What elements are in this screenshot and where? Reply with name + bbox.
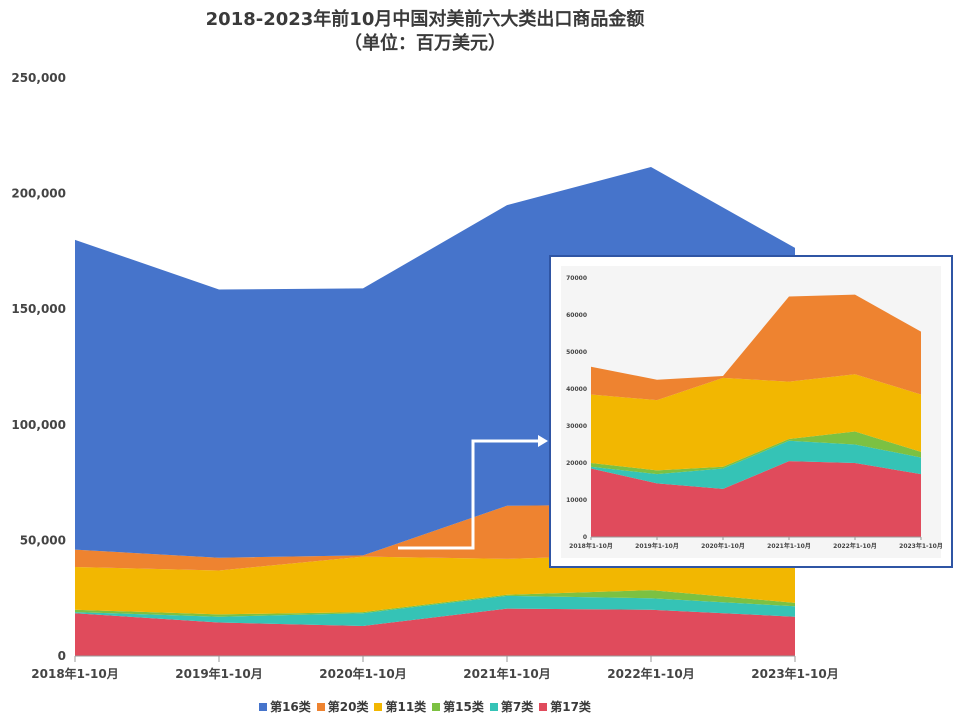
legend-label: 第7类 bbox=[500, 700, 534, 714]
inset-y-tick: 20000 bbox=[566, 460, 587, 467]
inset-y-tick: 60000 bbox=[566, 312, 587, 319]
legend-item--11-: 第11类 bbox=[374, 698, 426, 715]
main-y-tick: 100,000 bbox=[11, 418, 66, 432]
inset-x-tick: 2021年1-10月 bbox=[767, 542, 811, 550]
inset-y-tick: 50000 bbox=[566, 349, 587, 356]
legend-swatch bbox=[432, 703, 441, 711]
inset-x-tick: 2020年1-10月 bbox=[701, 542, 745, 550]
chart-title: 2018-2023年前10月中国对美前六大类出口商品金额 （单位：百万美元） bbox=[0, 8, 850, 56]
zoomed-inset-chart: 0 10000 20000 30000 40000 50000 60000 70000 2018… bbox=[549, 255, 953, 568]
legend-label: 第16类 bbox=[270, 700, 311, 714]
zoom-arrow-head bbox=[538, 435, 548, 447]
inset-y-tick: 10000 bbox=[566, 497, 587, 504]
inset-y-tick: 70000 bbox=[566, 275, 587, 282]
legend-item--15-: 第15类 bbox=[432, 698, 484, 715]
main-y-tick: 250,000 bbox=[11, 71, 66, 85]
inset-y-tick: 30000 bbox=[566, 423, 587, 430]
inset-x-tick: 2022年1-10月 bbox=[833, 542, 877, 550]
legend-item--16-: 第16类 bbox=[259, 698, 311, 715]
main-x-tick: 2021年1-10月 bbox=[463, 666, 550, 681]
inset-area-chart: 0 10000 20000 30000 40000 50000 60000 70000 2018… bbox=[561, 266, 943, 558]
chart-legend: 第16类 第20类 第11类 第15类 第7类 第17类 bbox=[0, 698, 850, 715]
main-x-tick: 2018年1-10月 bbox=[31, 666, 118, 681]
legend-label: 第11类 bbox=[385, 700, 427, 714]
main-area--15- bbox=[75, 590, 795, 617]
legend-swatch bbox=[374, 703, 383, 711]
legend-item--17-: 第17类 bbox=[539, 698, 591, 715]
main-x-tick: 2019年1-10月 bbox=[175, 666, 262, 681]
main-x-tick: 2020年1-10月 bbox=[319, 666, 406, 681]
main-area--17- bbox=[75, 608, 795, 656]
legend-swatch bbox=[259, 703, 268, 711]
inset-area--7- bbox=[591, 440, 921, 489]
legend-label: 第17类 bbox=[550, 700, 591, 714]
main-area--11- bbox=[75, 554, 795, 615]
main-y-tick: 150,000 bbox=[11, 302, 66, 316]
main-y-tick: 0 bbox=[58, 649, 66, 663]
inset-area--20- bbox=[591, 294, 921, 401]
legend-swatch bbox=[539, 703, 548, 711]
inset-area--15- bbox=[591, 431, 921, 475]
inset-area--11- bbox=[591, 374, 921, 471]
inset-x-tick: 2023年1-10月 bbox=[899, 542, 943, 550]
main-y-tick: 50,000 bbox=[20, 533, 66, 547]
legend-item--20-: 第20类 bbox=[316, 698, 369, 715]
inset-y-tick: 0 bbox=[583, 534, 587, 541]
main-area--7- bbox=[75, 595, 795, 626]
zoom-arrow bbox=[398, 439, 541, 550]
legend-swatch bbox=[489, 703, 498, 711]
main-x-tick: 2023年1-10月 bbox=[751, 666, 838, 681]
inset-area--17- bbox=[591, 461, 921, 537]
legend-item--7-: 第7类 bbox=[489, 698, 534, 715]
legend-label: 第20类 bbox=[327, 700, 369, 714]
main-x-tick: 2022年1-10月 bbox=[607, 666, 694, 681]
inset-x-tick: 2018年1-10月 bbox=[569, 542, 613, 550]
inset-y-tick: 40000 bbox=[566, 386, 587, 393]
legend-label: 第15类 bbox=[443, 700, 484, 714]
inset-x-tick: 2019年1-10月 bbox=[635, 542, 679, 550]
main-y-tick: 200,000 bbox=[11, 187, 66, 201]
chart-title-line1: 2018-2023年前10月中国对美前六大类出口商品金额 bbox=[205, 9, 645, 30]
legend-swatch bbox=[316, 703, 325, 711]
chart-title-line2: （单位：百万美元） bbox=[344, 33, 506, 54]
